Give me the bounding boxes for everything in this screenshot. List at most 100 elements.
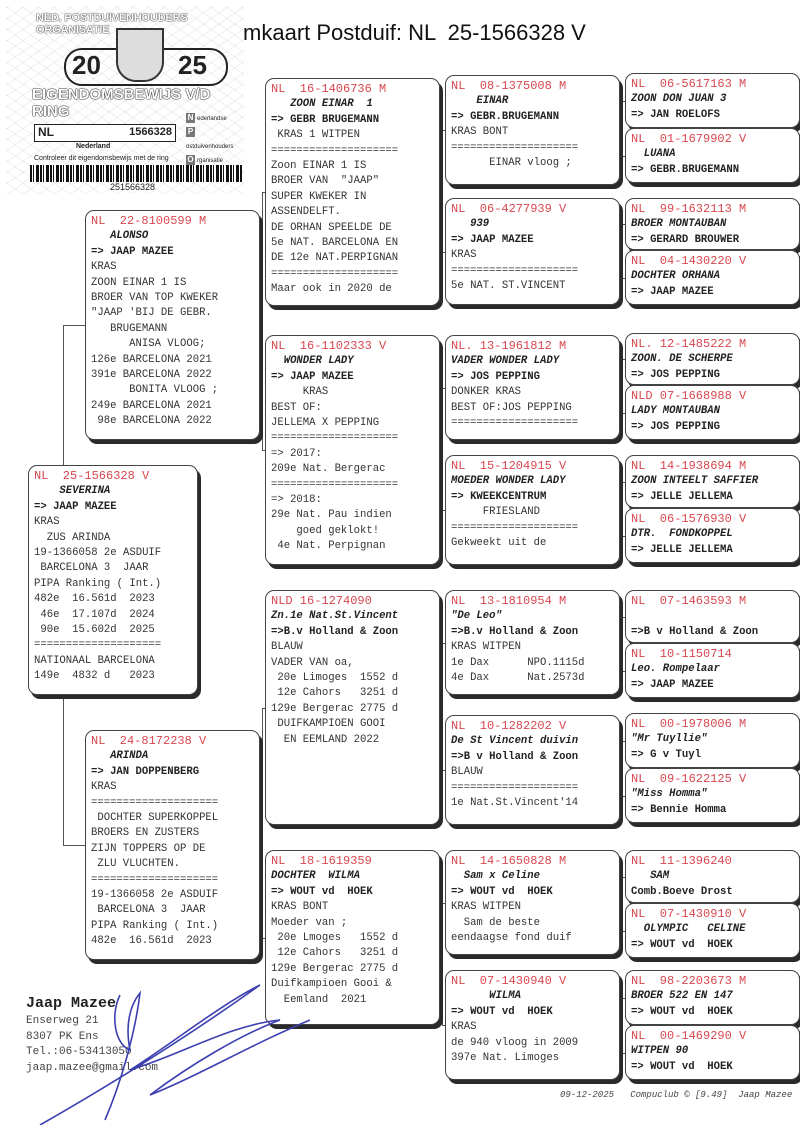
connector-line [63,695,64,845]
info-line: VADER VAN oa, [271,656,354,669]
owner: => JOS PEPPING [631,420,721,433]
ring-number: NL 15-1204915 V [451,459,567,473]
pedigree-card: NL 00-1469290 V WITPEN 90 => WOUT vd HOEK [625,1025,800,1080]
pedigree-card: NL. 12-1485222 M ZOON. DE SCHERPE => JOS P… [625,333,800,385]
connector-line [621,930,625,932]
ring-number: NL 00-1469290 V [631,1029,747,1043]
info-line: ANISA VLOOG; [91,338,206,351]
info-line: 20e Lmoges 1552 d [271,932,399,945]
ring-number: NL 08-1375008 M [451,79,567,93]
connector-line [621,412,625,414]
pigeon-name: BROER MONTAUBAN [631,218,727,231]
year-right: 25 [178,50,207,80]
ring-number: NL 13-1810954 M [451,594,567,608]
connector-line [261,192,265,193]
connector-line [441,1025,445,1026]
info-line: PIPA Ranking ( Int.) [34,577,162,590]
pedigree-card: NL 13-1810954 M "De Leo" =>B.v Holland & Z… [445,590,620,695]
owner: => JAAP MAZEE [451,233,534,246]
info-line: 209e Nat. Bergerac [271,463,386,476]
ring-number: NL 22-8100599 M [91,214,207,228]
npo-word: ederlandse [197,116,227,122]
pedigree-card: NL 07-1430940 V WILMA => WOUT vd HOEK KRAS… [445,970,620,1080]
owner: => JOS PEPPING [631,368,721,381]
pigeon-name: ARINDA [91,750,149,763]
pigeon-name: Sam x Celine [451,870,541,883]
info-line: BROERS EN ZUSTERS [91,827,200,840]
info-line: ==================== [271,478,399,491]
pigeon-name: WILMA [451,990,521,1003]
owner: => WOUT vd HOEK [451,1005,553,1018]
info-line: DONKER KRAS [451,386,521,399]
connector-line [621,876,623,931]
owner: => JELLE JELLEMA [631,543,733,556]
info-line: ==================== [451,781,579,794]
connector-line [441,387,443,510]
connector-line [63,325,85,326]
connector-line [441,770,445,771]
owner: => JAAP MAZEE [34,500,117,513]
info-line: BARCELONA 3 JAAR [34,562,149,575]
connector-line [441,642,445,644]
ring-number: NL 99-1632113 M [631,202,747,216]
info-line: 20e Limoges 1552 d [271,672,399,685]
connector-line [620,642,622,644]
ring-number: NL 14-1650828 M [451,854,567,868]
info-line: BRUGEMANN [91,322,168,335]
ring-number: NL 06-4277939 V [451,202,567,216]
info-line: KRAS WITPEN [451,641,521,654]
owner: =>B.v Holland & Zoon [451,625,579,638]
info-line: ==================== [91,873,219,886]
info-line: => 2017: [271,447,322,460]
owner: =>B v Holland & Zoon [631,625,759,638]
connector-line [441,130,443,252]
pedigree-card: NL 04-1430220 V DOCHTER ORHANA => JAAP MAZ… [625,250,800,305]
ring-number: NL 14-1938694 M [631,459,747,473]
npo-letter: N [186,113,195,123]
connector-line [621,359,625,360]
info-line: BEST OF: [271,401,322,414]
connector-line [441,251,445,253]
info-line: 12e Cahors 3251 d [271,947,399,960]
connector-line [440,192,442,193]
connector-line [621,100,623,156]
connector-line [621,224,625,225]
info-line: DOCHTER SUPERKOPPEL [91,812,219,825]
connector-line [620,902,622,904]
connector-line [621,224,623,278]
connector-line [621,616,625,618]
pigeon-name: LUANA [631,148,676,161]
pedigree-card: NL 22-8100599 M ALONSO => JAAP MAZEE KRAS Z… [85,210,260,440]
owner: => JAAP MAZEE [631,678,714,691]
ring-number: NL 16-1406736 M [271,82,387,96]
info-line: Moeder van ; [271,916,348,929]
ring-number: NL 98-2203673 M [631,974,747,988]
ring-ownership-certificate: NED. POSTDUIVENHOUDERS ORGANISATIE 20 25… [6,6,244,194]
owner: => WOUT vd HOEK [631,938,733,951]
connector-line [261,707,265,709]
info-line: KRAS [91,261,117,274]
ring-number: NL 10-1282202 V [451,719,567,733]
npo-letter: O [186,155,195,165]
info-line: BROER VAN TOP KWEKER [91,292,219,305]
ring-number-box: NL 1566328 [34,124,176,142]
owner: => G v Tuyl [631,748,701,761]
info-line: 1e Nat.St.Vincent'14 [451,797,579,810]
pedigree-card: NL 06-4277939 V 939 => JAAP MAZEE KRAS ====… [445,198,620,305]
pedigree-card: NL 01-1679902 V LUANA => GEBR.BRUGEMANN [625,128,800,183]
pigeon-name: DOCHTER ORHANA [631,270,721,283]
connector-line [440,937,442,939]
info-line: Zoon EINAR 1 IS [271,160,367,173]
info-line: ==================== [451,141,579,154]
info-line: Sam de beste [451,916,541,929]
connector-line [621,481,625,483]
connector-line [621,616,623,671]
info-line: 1e Dax NPO.1115d [451,656,585,669]
connector-line [620,130,622,131]
owner: => WOUT vd HOEK [631,1060,733,1073]
pigeon-name: De St Vincent duivin [451,735,579,748]
country-label: Nederland [76,143,111,150]
crest-icon [116,28,164,82]
info-line: KRAS WITPEN [451,901,521,914]
